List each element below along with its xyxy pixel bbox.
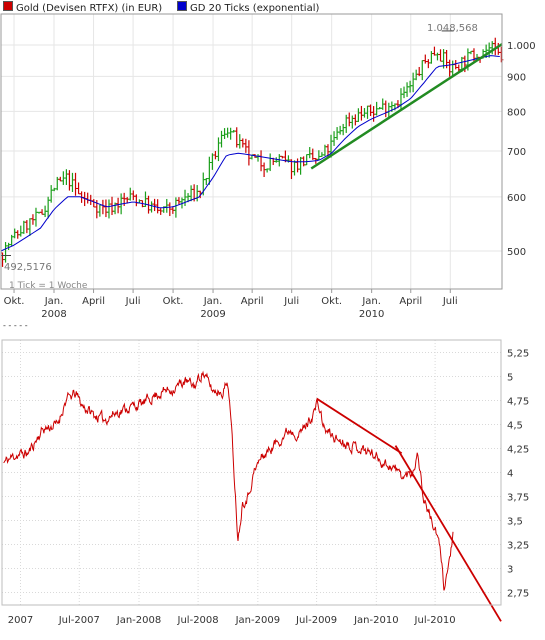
x-tick-label: Okt. <box>4 296 25 307</box>
y-tick-label: 600 <box>507 193 526 204</box>
x-tick-label: Jan-2009 <box>235 615 280 626</box>
x-tick-label: Okt. <box>163 296 184 307</box>
x-tick-year-label: 2010 <box>359 309 384 320</box>
x-tick-label: April <box>82 296 105 307</box>
y-tick-label: 800 <box>507 107 526 118</box>
y-tick-label: 3,25 <box>507 541 529 552</box>
legend-ma-label: GD 20 Ticks (exponential) <box>190 3 320 14</box>
trend-line <box>310 43 503 170</box>
y-tick-label: 3 <box>507 565 513 576</box>
y-tick-label: 5,25 <box>507 348 529 359</box>
x-tick-label: Juli <box>283 296 299 307</box>
y-tick-label: 1.000 <box>507 41 536 52</box>
x-tick-label: 2007 <box>8 615 33 626</box>
x-tick-label: Jan. <box>361 296 381 307</box>
x-tick-label: Jul-2007 <box>58 615 100 626</box>
y-tick-label: 5 <box>507 372 513 383</box>
x-tick-label: Jan-2008 <box>116 615 161 626</box>
panel-footer-mark: - - - - - <box>3 321 28 330</box>
x-tick-label: Jan-2010 <box>353 615 398 626</box>
x-tick-label: Okt. <box>321 296 342 307</box>
x-tick-label: Jul-2009 <box>295 615 337 626</box>
x-tick-year-label: 2008 <box>41 309 66 320</box>
gold-price-panel: 500 600 700 800 900 1.000 Okt. Jan. 2008 April Ju… <box>0 1 536 330</box>
x-tick-label: Jul-2010 <box>414 615 456 626</box>
ratio-panel: 2,75 3 3,25 3,5 3,75 4 4,25 4,5 4,75 5 5,25 2007 Ju… <box>0 330 545 636</box>
x-tick-label: Jan. <box>203 296 223 307</box>
x-tick-label: Juli <box>125 296 141 307</box>
x-tick-year-label: 2009 <box>200 309 225 320</box>
legend-ma: GD 20 Ticks (exponential) <box>177 1 319 14</box>
x-tick-label: Juli <box>442 296 458 307</box>
x-tick-label: Jan. <box>44 296 64 307</box>
legend-gold-label: Gold (Devisen RTFX) (in EUR) <box>16 3 163 14</box>
trend-line <box>316 397 403 455</box>
trend-line <box>394 445 502 622</box>
y-tick-label: 2,75 <box>507 589 529 600</box>
legend-gold: Gold (Devisen RTFX) (in EUR) <box>3 1 162 14</box>
y-tick-label: 4,25 <box>507 444 529 455</box>
y-tick-label: 4 <box>507 469 513 480</box>
y-tick-label: 4,5 <box>507 420 523 431</box>
x-tick-label: April <box>241 296 264 307</box>
min-annotation: 492,5176 <box>4 262 52 273</box>
y-tick-label: 3,5 <box>507 517 523 528</box>
ratio-chart: 2,75 3 3,25 3,5 3,75 4 4,25 4,5 4,75 5 5,25 2007 Ju… <box>0 330 545 636</box>
x-tick-label: Jul-2008 <box>177 615 219 626</box>
ratio-line <box>3 370 454 591</box>
y-tick-label: 4,75 <box>507 396 529 407</box>
x-tick-label: April <box>399 296 422 307</box>
tick-note: 1 Tick = 1 Woche <box>9 281 88 291</box>
y-tick-label: 3,75 <box>507 493 529 504</box>
y-tick-label: 700 <box>507 147 526 158</box>
max-annotation: 1.048,568 <box>427 23 478 34</box>
y-tick-label: 900 <box>507 72 526 83</box>
y-tick-label: 500 <box>507 247 526 258</box>
moving-average-line <box>0 55 500 252</box>
legend-gold-swatch <box>3 1 13 11</box>
gold-price-chart: 500 600 700 800 900 1.000 Okt. Jan. 2008 April Ju… <box>0 13 536 330</box>
legend-ma-swatch <box>177 1 187 11</box>
